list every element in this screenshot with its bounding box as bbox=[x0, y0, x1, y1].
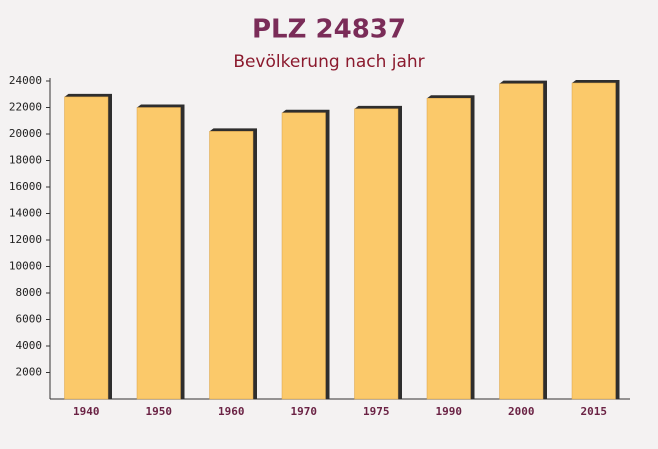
y-tick-label: 10000 bbox=[9, 260, 42, 273]
y-tick-label: 4000 bbox=[16, 339, 43, 352]
bar bbox=[209, 131, 254, 400]
bar bbox=[64, 96, 109, 400]
x-tick-label: 1960 bbox=[218, 405, 245, 418]
bar bbox=[281, 112, 326, 400]
y-tick-label: 22000 bbox=[9, 101, 42, 114]
y-tick-label: 18000 bbox=[9, 154, 42, 167]
y-tick-label: 2000 bbox=[16, 366, 43, 379]
y-tick-label: 6000 bbox=[16, 313, 43, 326]
y-tick-label: 24000 bbox=[9, 74, 42, 87]
x-tick-label: 1940 bbox=[73, 405, 100, 418]
x-tick-label: 1950 bbox=[146, 405, 173, 418]
y-tick-label: 14000 bbox=[9, 207, 42, 220]
bar bbox=[136, 107, 181, 400]
y-tick-label: 8000 bbox=[16, 286, 43, 299]
y-tick-label: 20000 bbox=[9, 127, 42, 140]
bar bbox=[571, 82, 616, 400]
y-tick-label: 12000 bbox=[9, 233, 42, 246]
x-tick-label: 1990 bbox=[436, 405, 463, 418]
x-tick-label: 1975 bbox=[363, 405, 390, 418]
chart-title: PLZ 24837 bbox=[252, 15, 406, 45]
bar bbox=[426, 97, 471, 400]
chart-subtitle: Bevölkerung nach jahr bbox=[233, 52, 424, 72]
x-tick-label: 2000 bbox=[508, 405, 535, 418]
y-tick-label: 16000 bbox=[9, 180, 42, 193]
bar bbox=[499, 83, 544, 400]
x-tick-label: 2015 bbox=[581, 405, 608, 418]
x-tick-label: 1970 bbox=[291, 405, 318, 418]
bar bbox=[354, 108, 399, 400]
